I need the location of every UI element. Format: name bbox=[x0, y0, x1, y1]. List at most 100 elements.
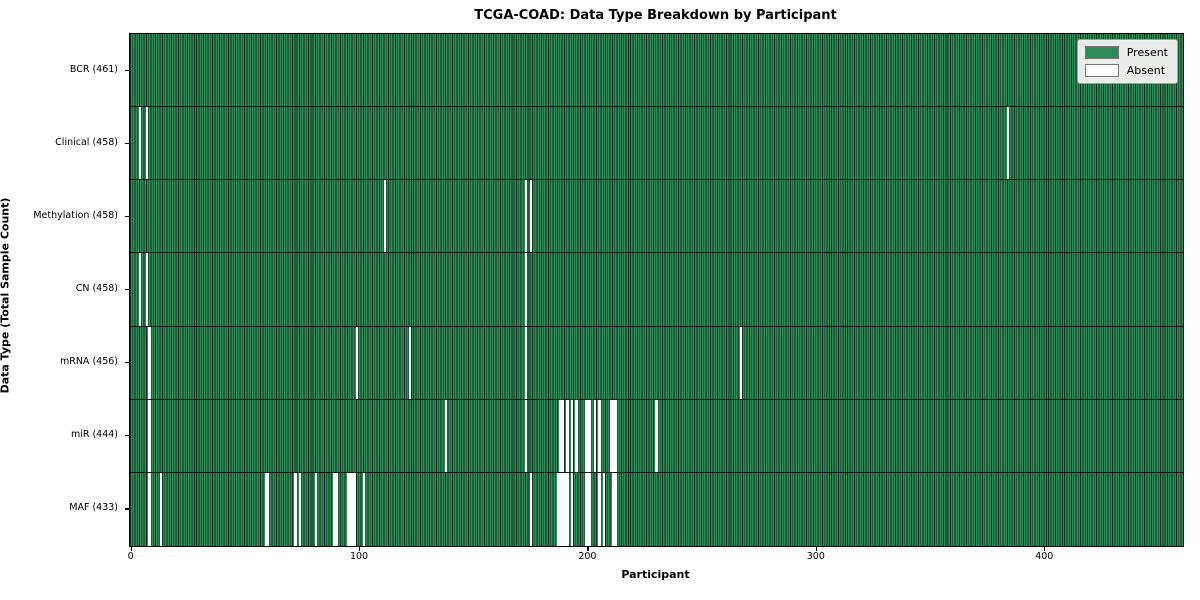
legend-swatch-present bbox=[1084, 46, 1119, 59]
absent-cell bbox=[148, 399, 151, 472]
absent-cell bbox=[529, 180, 532, 253]
x-axis-label: Participant bbox=[621, 568, 690, 581]
absent-cell bbox=[139, 253, 142, 326]
heatmap-row-mrna bbox=[130, 326, 1183, 400]
absent-cell bbox=[529, 472, 532, 546]
absent-cell bbox=[593, 399, 596, 472]
absent-cell bbox=[611, 472, 615, 546]
absent-cell bbox=[611, 399, 615, 472]
absent-cell bbox=[299, 472, 302, 546]
absent-cell bbox=[598, 472, 601, 546]
absent-cell bbox=[525, 399, 528, 472]
legend-item-present: Present bbox=[1084, 46, 1168, 59]
absent-cell bbox=[566, 472, 569, 546]
x-tick-mark bbox=[587, 546, 589, 551]
absent-cell bbox=[264, 472, 268, 546]
absent-cell bbox=[563, 472, 567, 546]
absent-cell bbox=[145, 107, 149, 180]
y-tick-mark bbox=[124, 435, 129, 437]
absent-cell bbox=[566, 399, 569, 472]
absent-cell bbox=[347, 472, 350, 546]
absent-cell bbox=[362, 472, 366, 546]
chart-title: TCGA-COAD: Data Type Breakdown by Partic… bbox=[474, 8, 837, 23]
absent-cell bbox=[586, 399, 590, 472]
absent-cell bbox=[525, 180, 528, 253]
absent-cell bbox=[1007, 107, 1010, 180]
heatmap-row-cn bbox=[130, 253, 1183, 327]
legend-label: Absent bbox=[1126, 64, 1166, 77]
y-tick-label-mrna: mRNA (456) bbox=[59, 356, 118, 368]
absent-cell bbox=[570, 399, 574, 472]
absent-cell bbox=[559, 399, 562, 472]
absent-cell bbox=[598, 399, 601, 472]
absent-cell bbox=[586, 472, 590, 546]
heatmap-row-clinical bbox=[130, 107, 1183, 181]
absent-cell bbox=[614, 399, 617, 472]
absent-cell bbox=[525, 326, 528, 399]
heatmap-row-mir bbox=[130, 399, 1183, 473]
x-tick-mark bbox=[815, 546, 818, 551]
x-tick-mark bbox=[130, 546, 132, 551]
absent-cell bbox=[148, 472, 151, 546]
y-tick-label-maf: MAF (433) bbox=[69, 502, 118, 514]
y-tick-label-mir: miR (444) bbox=[70, 429, 118, 441]
x-tick-label-100: 100 bbox=[349, 551, 369, 562]
x-tick-mark bbox=[1044, 546, 1046, 551]
legend-label: Present bbox=[1126, 46, 1168, 59]
y-tick-mark bbox=[124, 215, 129, 218]
absent-cell bbox=[349, 472, 352, 546]
x-tick-label-400: 400 bbox=[1035, 551, 1054, 562]
absent-cell bbox=[589, 472, 592, 546]
y-tick-label-bcr: BCR (461) bbox=[69, 63, 118, 75]
y-tick-mark bbox=[124, 508, 129, 510]
absent-cell bbox=[335, 472, 338, 546]
absent-cell bbox=[353, 472, 357, 546]
absent-cell bbox=[351, 472, 354, 546]
absent-cell bbox=[159, 472, 162, 546]
absent-cell bbox=[575, 399, 578, 472]
absent-cell bbox=[614, 472, 617, 546]
y-tick-mark bbox=[124, 289, 129, 291]
y-tick-mark bbox=[124, 142, 129, 144]
absent-cell bbox=[356, 326, 359, 399]
absent-cell bbox=[602, 472, 606, 546]
x-tick-mark bbox=[359, 546, 361, 551]
heatmap-row-methylation bbox=[130, 180, 1183, 254]
absent-cell bbox=[739, 326, 743, 399]
y-axis-label: Data Type (Total Sample Count) bbox=[0, 197, 12, 394]
absent-cell bbox=[655, 399, 658, 472]
y-tick-label-methylation: Methylation (458) bbox=[33, 209, 118, 221]
absent-cell bbox=[525, 253, 528, 326]
legend-swatch-absent bbox=[1084, 64, 1119, 77]
absent-cell bbox=[383, 180, 386, 253]
heatmap-row-bcr bbox=[130, 34, 1183, 108]
absent-cell bbox=[561, 399, 564, 472]
legend-item-absent: Absent bbox=[1084, 64, 1168, 77]
absent-cell bbox=[609, 399, 612, 472]
absent-cell bbox=[139, 107, 142, 180]
x-tick-label-300: 300 bbox=[806, 551, 825, 562]
absent-cell bbox=[445, 399, 448, 472]
absent-cell bbox=[333, 472, 336, 546]
heatmap-row-maf bbox=[130, 472, 1183, 546]
absent-cell bbox=[315, 472, 318, 546]
y-tick-label-clinical: Clinical (458) bbox=[55, 136, 118, 148]
absent-cell bbox=[148, 326, 151, 399]
legend: Present Absent bbox=[1076, 39, 1178, 84]
absent-cell bbox=[408, 326, 411, 399]
absent-cell bbox=[584, 472, 587, 546]
y-tick-mark bbox=[124, 69, 129, 71]
absent-cell bbox=[145, 253, 149, 326]
absent-cell bbox=[561, 472, 564, 546]
absent-cell bbox=[557, 472, 560, 546]
absent-cell bbox=[294, 472, 297, 546]
absent-cell bbox=[584, 399, 587, 472]
absent-cell bbox=[570, 472, 574, 546]
plot-area bbox=[129, 33, 1184, 547]
absent-cell bbox=[559, 472, 562, 546]
y-tick-label-cn: CN (458) bbox=[75, 283, 118, 294]
y-tick-mark bbox=[124, 362, 129, 364]
x-tick-label-0: 0 bbox=[127, 551, 134, 562]
absent-cell bbox=[267, 472, 270, 546]
